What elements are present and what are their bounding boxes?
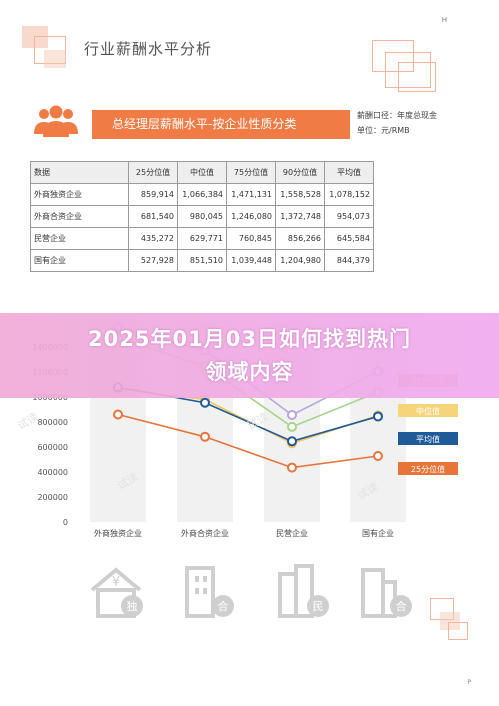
table-cell: 1,066,384 [177, 183, 227, 206]
table-cell: 1,039,448 [226, 249, 276, 272]
table-cell: 859,914 [128, 183, 178, 206]
icon-char: 合 [218, 599, 229, 613]
data-point [287, 436, 297, 447]
people-icon [34, 105, 78, 137]
y-tick-label: 0 [63, 518, 68, 527]
icon-char: 独 [127, 600, 138, 613]
table-header-cell: 中位值 [177, 161, 227, 184]
legend-label: 中位值 [416, 406, 440, 416]
y-tick-label: 600000 [37, 443, 68, 452]
x-tick-label: 国有企业 [362, 528, 394, 538]
data-point [287, 462, 297, 473]
overlay-title-line2: 领域内容 [205, 360, 294, 384]
table-header-cell: 25分位值 [128, 161, 178, 184]
table-cell: 外商独资企业 [30, 183, 129, 206]
icon-char: 民 [313, 600, 324, 613]
foreign-owned-icon: ¥ 独 [90, 567, 143, 618]
table-cell: 435,272 [128, 227, 178, 250]
table-cell: 629,771 [177, 227, 227, 250]
table-cell: 1,078,152 [324, 183, 374, 206]
table-cell: 844,379 [324, 249, 374, 272]
table-row: 国有企业 527,928 851,510 1,039,448 1,204,980… [30, 249, 374, 272]
table-header-cell: 75分位值 [226, 161, 276, 184]
corner-letter: H [441, 16, 447, 24]
table-header-cell: 90分位值 [275, 161, 325, 184]
table-header-cell: 数据 [30, 161, 129, 184]
data-point [200, 397, 210, 408]
data-point [287, 409, 297, 420]
table-cell: 645,584 [324, 227, 374, 250]
unit-label: 单位：元/RMB [357, 126, 410, 135]
y-tick-label: 800000 [37, 418, 68, 427]
private-icon: 民 [278, 564, 329, 618]
table-cell: 1,471,131 [226, 183, 276, 206]
page-title: 行业薪酬水平分析 [84, 40, 213, 58]
data-point [113, 409, 123, 420]
table-cell: 外商合资企业 [30, 205, 129, 228]
y-tick-label: 200000 [37, 493, 68, 502]
x-tick-label: 外商独资企业 [94, 528, 142, 538]
state-owned-icon: 合 [361, 568, 412, 618]
table-cell: 1,246,080 [226, 205, 276, 228]
table-header-cell: 平均值 [324, 161, 374, 184]
table-cell: 1,204,980 [275, 249, 325, 272]
data-point [373, 451, 383, 462]
salary-table: 数据 25分位值 中位值 75分位值 90分位值 平均值 外商独资企业 859,… [30, 161, 374, 272]
data-point [373, 411, 383, 422]
title-overlay: 2025年01月03日如何找到热门 领域内容 [0, 313, 499, 398]
series-line [117, 413, 379, 469]
table-cell: 980,045 [177, 205, 227, 228]
table-cell: 954,073 [324, 205, 374, 228]
overlay-title-line1: 2025年01月03日如何找到热门 [88, 327, 411, 351]
table-cell: 851,510 [177, 249, 227, 272]
table-row: 外商合资企业 681,540 980,045 1,246,080 1,372,7… [30, 205, 374, 228]
legend-swatch [398, 462, 458, 475]
table-row: 民营企业 435,272 629,771 760,845 856,266 645… [30, 227, 374, 250]
legend-swatch [398, 404, 458, 417]
legend-swatch [398, 432, 458, 445]
y-tick-label: 400000 [37, 468, 68, 477]
data-point [200, 431, 210, 442]
table-cell: 681,540 [128, 205, 178, 228]
x-tick-label: 外商合资企业 [181, 528, 229, 538]
table-cell: 民营企业 [30, 227, 129, 250]
svg-text:¥: ¥ [112, 575, 120, 590]
x-tick-label: 民营企业 [276, 528, 308, 538]
table-header-row: 数据 25分位值 中位值 75分位值 90分位值 平均值 [30, 161, 374, 184]
table-cell: 527,928 [128, 249, 178, 272]
table-cell: 760,845 [226, 227, 276, 250]
foreign-joint-icon: 合 [185, 566, 234, 618]
legend-label: 平均值 [416, 434, 440, 444]
page-letter: P [467, 679, 471, 686]
table-cell: 1,372,748 [275, 205, 325, 228]
table-cell: 1,558,528 [275, 183, 325, 206]
table-cell: 856,266 [275, 227, 325, 250]
icon-char: 合 [396, 599, 407, 613]
table-cell: 国有企业 [30, 249, 129, 272]
table-row: 外商独资企业 859,914 1,066,384 1,471,131 1,558… [30, 183, 374, 206]
data-point [287, 421, 297, 432]
section-banner: 总经理层薪酬水平-按企业性质分类 [92, 110, 350, 139]
watermark-text: 试读 [15, 409, 41, 432]
legend-label: 25分位值 [411, 464, 445, 474]
caliber-label: 薪酬口径：年度总现金 [357, 111, 437, 120]
